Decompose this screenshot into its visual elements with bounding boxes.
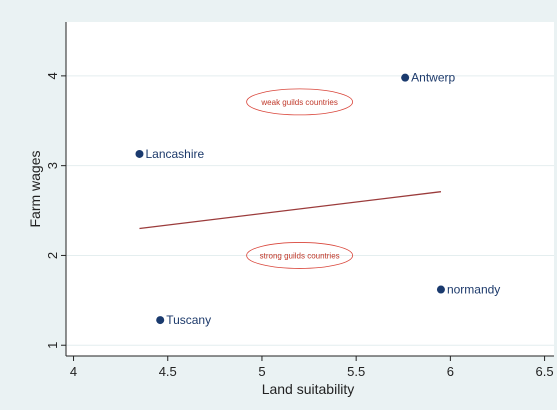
point-label: Antwerp: [411, 71, 455, 85]
annotation-ellipse: [246, 242, 354, 269]
grid-lines: [66, 75, 554, 346]
x-tick-label: 4.5: [159, 364, 177, 379]
plot-area: [66, 22, 554, 356]
point-label: Tuscany: [166, 313, 211, 327]
x-tick-label: 4: [70, 364, 77, 379]
point-label: normandy: [447, 283, 500, 297]
y-tick-label: 3: [45, 162, 60, 169]
x-axis-title: Land suitability: [262, 381, 355, 397]
point-label: Lancashire: [145, 147, 204, 161]
scatter-point: [135, 149, 144, 158]
y-tick-label: 1: [45, 342, 60, 349]
scatter-point: [436, 285, 445, 294]
y-tick-label: 4: [45, 72, 60, 79]
annotation-ellipse: [246, 88, 354, 116]
annotations: weak guilds countries strong guilds count…: [246, 88, 354, 269]
fit-line-layer: [139, 191, 442, 230]
scatter-point: [401, 73, 410, 82]
y-tick-label: 2: [45, 252, 60, 259]
y-axis-title: Farm wages: [27, 150, 43, 227]
annotation-label: strong guilds countries: [260, 251, 340, 260]
x-tick-label: 5.5: [347, 364, 365, 379]
annotation-label: weak guilds countries: [260, 98, 337, 107]
fit-line: [139, 191, 442, 230]
x-tick-label: 5: [258, 364, 265, 379]
scatter-point: [156, 316, 165, 325]
data-points: Antwerp Lancashire normandy Tuscany: [135, 71, 500, 327]
x-tick-label: 6.5: [536, 364, 554, 379]
axis-ticks: 1 2 3 4 4 4.5 5 5.5 6 6.5: [45, 72, 554, 379]
x-tick-label: 6: [447, 364, 454, 379]
